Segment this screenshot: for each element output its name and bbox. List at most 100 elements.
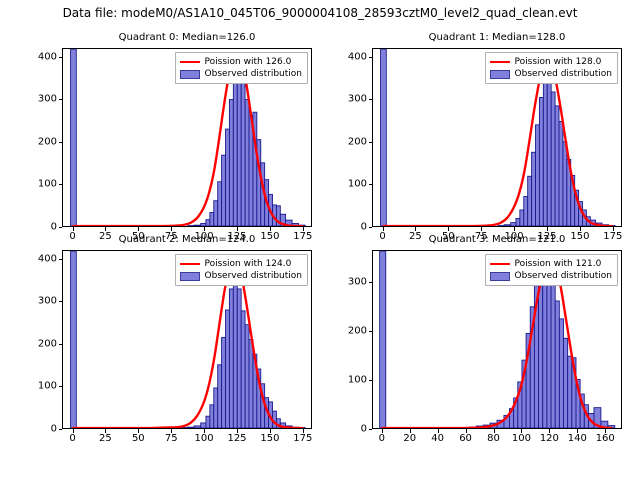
histogram-bar (232, 73, 238, 226)
legend-line-swatch-icon (489, 60, 510, 64)
poisson-curve-quadrant-1 (382, 61, 614, 226)
histogram-bar (600, 420, 609, 428)
x-tick-mark (171, 429, 173, 433)
x-tick-mark (577, 429, 579, 433)
poisson-curve-quadrant-2 (72, 258, 304, 428)
histogram-bar (510, 222, 517, 226)
legend-label-observed: Observed distribution (514, 69, 612, 79)
x-tick-mark (381, 429, 383, 433)
histogram-bar (538, 97, 544, 226)
histogram-bar (205, 219, 211, 226)
histogram-bar (244, 324, 250, 428)
legend-entry-observed: Observed distribution (179, 68, 302, 80)
histogram-bar (554, 300, 560, 428)
histogram-bar (200, 223, 207, 226)
x-tick-label: 50 (131, 231, 145, 242)
y-tick-label: 400 (37, 51, 57, 63)
x-tick-label: 75 (474, 231, 488, 242)
poisson-curve-quadrant-3 (381, 254, 613, 428)
y-tick-label: 100 (347, 374, 367, 386)
x-tick-label: 20 (403, 433, 417, 444)
legend-patch-swatch-icon (179, 271, 200, 281)
legend-entry-poisson: Poission with 124.0 (179, 258, 302, 270)
histogram-bar (523, 196, 529, 226)
x-tick-mark (302, 429, 304, 433)
x-tick-label: 50 (131, 433, 145, 444)
y-tick-label: 200 (347, 325, 367, 337)
plot-canvas-quadrant-2 (70, 251, 306, 428)
histogram-bar (244, 99, 250, 226)
axes-quadrant-0: Poission with 126.0 Observed distribution (62, 48, 312, 227)
legend-entry-observed: Observed distribution (179, 270, 302, 282)
legend-quadrant-0: Poission with 126.0 Observed distribution (174, 52, 308, 84)
plot-canvas-quadrant-1 (380, 49, 616, 226)
x-tick-label: 0 (378, 433, 385, 444)
x-tick-mark (579, 227, 581, 231)
y-tick-label: 0 (360, 221, 367, 233)
subplot-quadrant-2: Quadrant 2: Median=124.0 Poission with 12… (38, 234, 312, 444)
axes-quadrant-2: Poission with 124.0 Observed distribution (62, 250, 312, 429)
x-tick-label: 80 (487, 433, 500, 444)
histogram-bar (70, 49, 77, 226)
histogram-bar (228, 99, 234, 226)
legend-entry-poisson: Poission with 128.0 (489, 56, 612, 68)
x-tick-mark (481, 227, 483, 231)
x-tick-label: 100 (511, 433, 531, 444)
legend-line-swatch-icon (179, 262, 200, 266)
axes-quadrant-1: Poission with 128.0 Observed distribution (372, 48, 622, 227)
histogram-bar (70, 251, 77, 428)
histogram-bar (193, 224, 202, 226)
histogram-bar (221, 154, 226, 226)
x-tick-mark (269, 227, 271, 231)
y-tick-mark (368, 429, 372, 430)
y-tick-label: 100 (37, 178, 57, 190)
legend-patch-swatch-icon (179, 69, 200, 79)
x-tick-mark (302, 227, 304, 231)
histogram-bar (550, 91, 556, 226)
histogram-bar (217, 364, 223, 428)
y-tick-mark (368, 330, 372, 332)
x-tick-label: 60 (459, 433, 472, 444)
legend-label-poisson: Poission with 128.0 (514, 57, 602, 67)
legend-entry-poisson: Poission with 121.0 (489, 258, 612, 270)
x-tick-mark (493, 429, 495, 433)
histogram-bar (554, 105, 560, 226)
legend-label-poisson: Poission with 121.0 (514, 259, 602, 269)
x-tick-mark (382, 227, 384, 231)
histogram-bar (527, 175, 533, 226)
x-tick-mark (514, 227, 516, 231)
x-tick-label: 0 (69, 433, 76, 444)
y-tick-label: 400 (347, 51, 367, 63)
histogram-bar (535, 124, 540, 226)
x-tick-mark (415, 227, 417, 231)
figure-title: Data file: modeM0/AS1A10_045T06_90000041… (62, 6, 578, 20)
legend-quadrant-1: Poission with 128.0 Observed distribution (484, 52, 618, 84)
legend-patch-swatch-icon (489, 271, 510, 281)
y-tick-mark (368, 141, 372, 143)
x-tick-label: 160 (595, 433, 615, 444)
histogram-bar (225, 309, 230, 428)
y-tick-mark (368, 281, 372, 283)
histogram-bar (542, 77, 548, 226)
histogram-bar (205, 415, 211, 428)
histogram-bar (380, 49, 387, 226)
y-tick-label: 0 (50, 221, 57, 233)
y-tick-mark (58, 301, 62, 303)
histogram-bar (248, 339, 254, 428)
y-tick-label: 300 (37, 295, 57, 307)
y-tick-mark (58, 56, 62, 58)
x-tick-label: 50 (441, 231, 455, 242)
y-tick-mark (58, 386, 62, 388)
x-tick-mark (237, 429, 238, 433)
y-tick-label: 200 (37, 136, 57, 148)
x-tick-label: 150 (570, 231, 590, 242)
x-tick-label: 40 (431, 433, 445, 444)
legend-quadrant-2: Poission with 124.0 Observed distribution (174, 254, 308, 286)
subplot-title-quadrant-3: Quadrant 3: Median=121.0 (428, 234, 566, 245)
histogram-bar (236, 288, 242, 428)
y-tick-label: 100 (347, 178, 367, 190)
histogram-bar (379, 251, 387, 428)
histogram-bar (240, 310, 246, 428)
histogram-bar (558, 121, 564, 226)
